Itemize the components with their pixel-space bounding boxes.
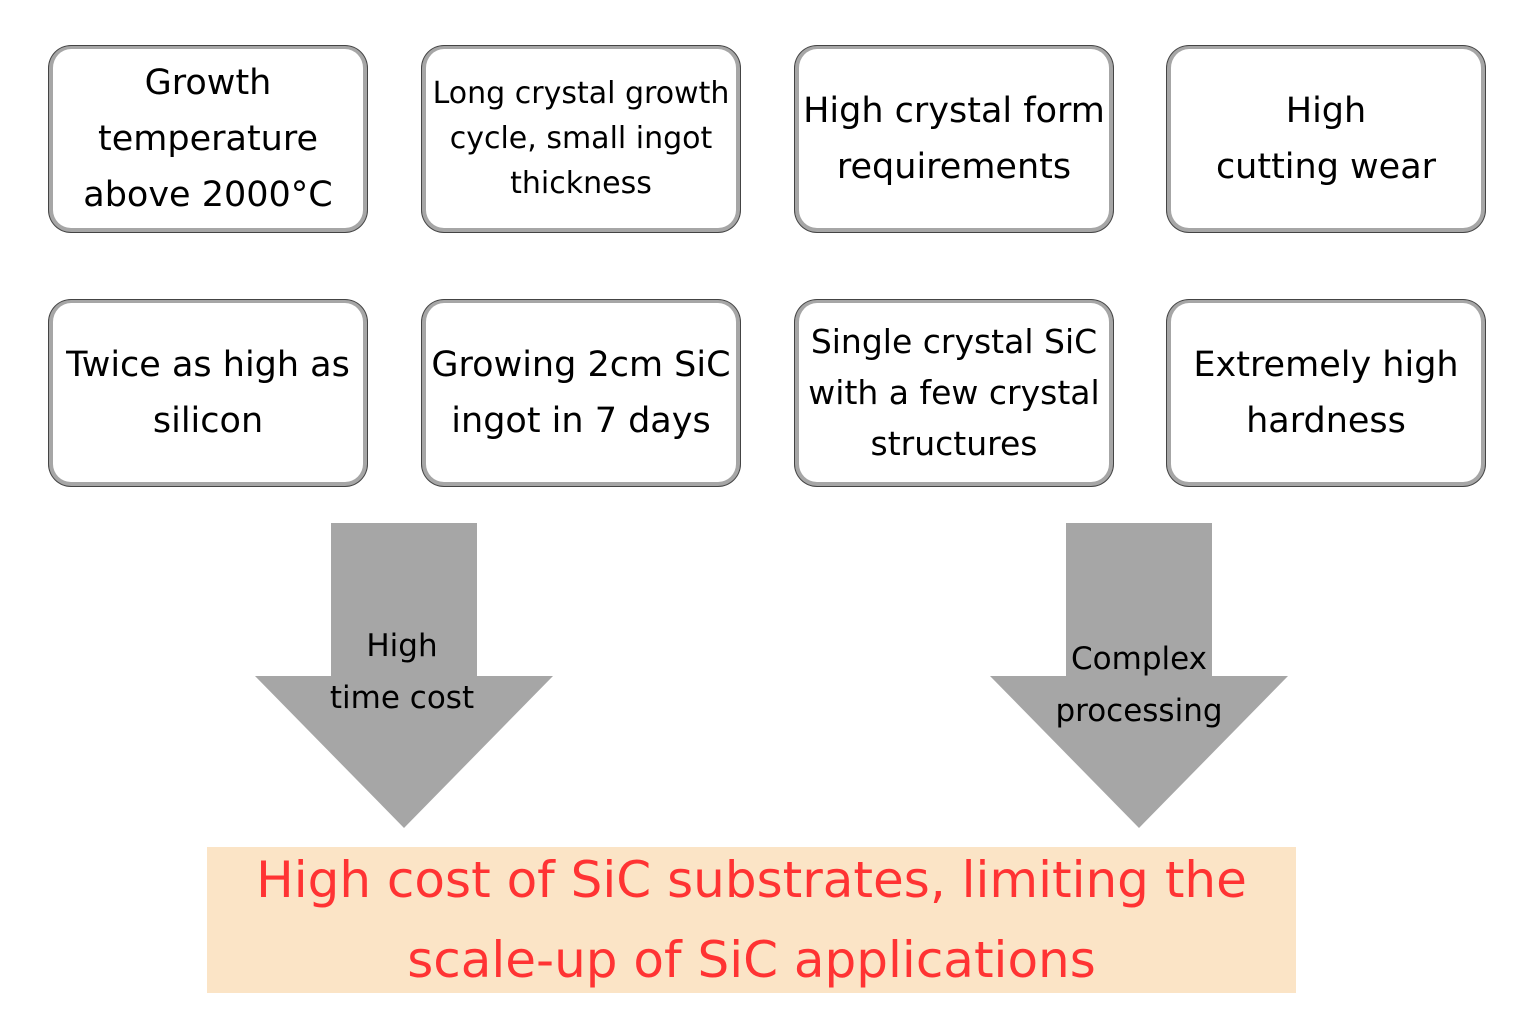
- down-arrow-left: [255, 523, 553, 828]
- box-text: temperature: [98, 118, 318, 159]
- arrow-text: processing: [1055, 693, 1223, 729]
- arrow-label-time-cost: High time cost: [330, 620, 474, 724]
- result-text: scale-up of SiC applications: [407, 931, 1096, 989]
- box-text: High: [1285, 90, 1367, 131]
- box-text: structures: [870, 424, 1038, 463]
- arrow-text: time cost: [329, 680, 475, 716]
- box-text: Growing 2cm SiC: [431, 344, 731, 385]
- box-text: above 2000°C: [83, 174, 333, 215]
- box-text: Twice as high as: [66, 344, 350, 385]
- box-growing-ingot: Growing 2cm SiC ingot in 7 days: [422, 300, 740, 486]
- box-text: with a few crystal: [808, 373, 1100, 412]
- box-text: ingot in 7 days: [451, 400, 711, 441]
- box-cutting-wear: High cutting wear: [1167, 46, 1485, 232]
- arrow-text: Complex: [1071, 641, 1207, 677]
- result-text: High cost of SiC substrates, limiting th…: [256, 851, 1247, 909]
- box-hardness: Extremely high hardness: [1167, 300, 1485, 486]
- box-text: requirements: [836, 146, 1072, 187]
- box-text: hardness: [1246, 400, 1406, 441]
- result-box: High cost of SiC substrates, limiting th…: [207, 847, 1296, 993]
- box-long-growth-cycle: Long crystal growth cycle, small ingot t…: [422, 46, 740, 232]
- box-text: Single crystal SiC: [810, 322, 1098, 361]
- box-text: thickness: [510, 166, 652, 201]
- arrow-text: High: [366, 628, 438, 664]
- box-twice-silicon: Twice as high as silicon: [49, 300, 367, 486]
- box-text: Growth: [144, 62, 272, 103]
- box-text: Long crystal growth: [432, 76, 730, 111]
- box-growth-temperature: Growth temperature above 2000°C: [49, 46, 367, 232]
- box-single-crystal: Single crystal SiC with a few crystal st…: [795, 300, 1113, 486]
- arrow-label-processing: Complex processing: [1055, 633, 1222, 737]
- box-text: Extremely high: [1193, 344, 1459, 385]
- down-arrow-right: [990, 523, 1288, 828]
- box-crystal-form: High crystal form requirements: [795, 46, 1113, 232]
- box-text: cycle, small ingot: [449, 121, 713, 156]
- box-text: High crystal form: [803, 90, 1105, 131]
- box-text: cutting wear: [1215, 146, 1437, 187]
- box-text: silicon: [152, 400, 264, 441]
